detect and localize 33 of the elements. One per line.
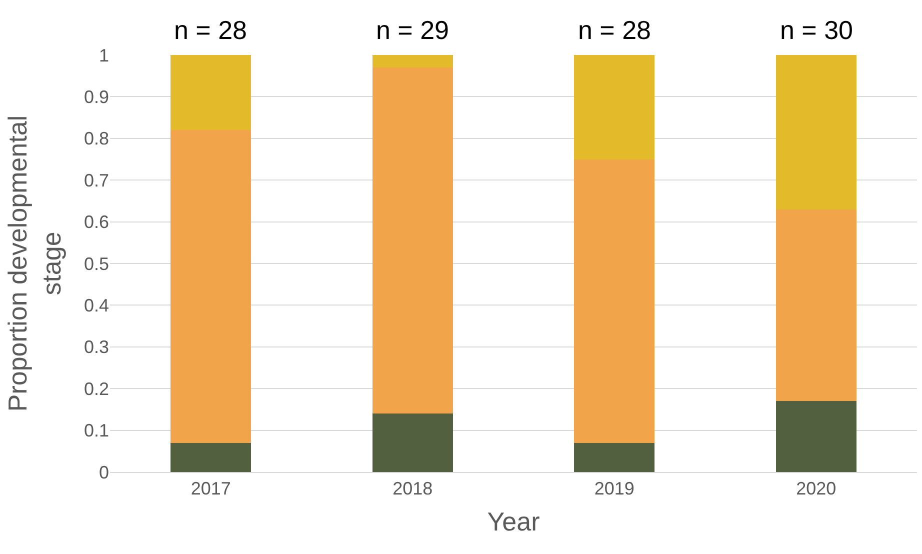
bar: [776, 55, 856, 210]
bar: [372, 55, 453, 68]
y-axis-title: Proportion developmental stage: [2, 115, 66, 412]
x-tick-label: 2017: [190, 478, 231, 499]
y-tick-label: 0.9: [84, 87, 109, 107]
bar: [372, 68, 453, 414]
y-tick-label: 1: [98, 45, 109, 66]
bar: [574, 159, 655, 443]
bar: [372, 414, 453, 472]
y-tick-label: 0.3: [84, 337, 109, 358]
bar: [574, 442, 655, 472]
x-tick-label: 2019: [594, 478, 634, 499]
y-tick-label: 0.4: [84, 296, 109, 316]
x-tick-label: 2018: [392, 478, 433, 499]
x-axis-title: Year: [487, 506, 540, 536]
bar: [776, 401, 856, 472]
y-tick-label: 0.2: [84, 378, 109, 399]
y-tick-label: 0.5: [84, 254, 109, 274]
bar: [776, 209, 856, 402]
y-tick-label: 0: [98, 462, 109, 482]
text: n = 29: [376, 15, 450, 45]
y-tick-label: 0.6: [84, 212, 109, 232]
y-tick-label: 0.8: [84, 128, 109, 149]
y-tick-label: 0.1: [84, 420, 109, 441]
y-tick-label: 0.7: [84, 170, 109, 190]
bar: [170, 442, 252, 472]
text: n = 30: [780, 15, 854, 45]
bar: [574, 55, 655, 160]
text: n = 28: [174, 15, 248, 45]
bar: [170, 55, 252, 130]
bar: [170, 130, 252, 443]
x-tick-label: 2020: [796, 478, 836, 499]
text: n = 28: [578, 15, 652, 45]
